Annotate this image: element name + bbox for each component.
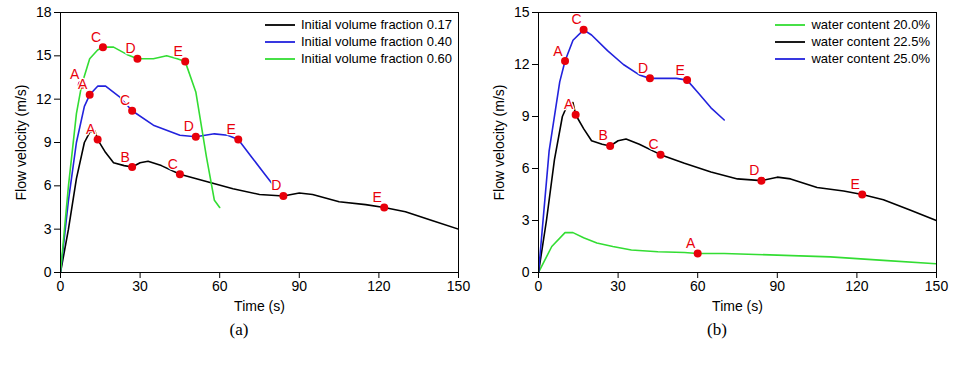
svg-text:15: 15 (36, 47, 52, 63)
svg-text:C: C (648, 136, 658, 152)
svg-text:90: 90 (770, 278, 786, 294)
svg-text:60: 60 (690, 278, 706, 294)
svg-text:E: E (373, 189, 382, 205)
html-text:(b): (b) (707, 320, 727, 339)
svg-text:60: 60 (212, 278, 228, 294)
svg-text:12: 12 (36, 91, 52, 107)
svg-text:9: 9 (522, 108, 530, 124)
svg-text:0: 0 (44, 264, 52, 280)
svg-text:D: D (271, 177, 281, 193)
svg-text:Time (s): Time (s) (234, 298, 285, 314)
svg-text:120: 120 (845, 278, 869, 294)
svg-text:Flow velocity (m/s): Flow velocity (m/s) (13, 85, 29, 201)
svg-text:15: 15 (514, 4, 530, 20)
svg-text:A: A (564, 96, 574, 112)
svg-text:90: 90 (292, 278, 308, 294)
svg-text:D: D (749, 162, 759, 178)
svg-text:E: E (174, 43, 183, 59)
svg-text:E: E (227, 121, 236, 137)
svg-text:0: 0 (57, 278, 65, 294)
svg-text:0: 0 (535, 278, 543, 294)
svg-text:A: A (70, 66, 80, 82)
svg-text:B: B (598, 127, 607, 143)
html-text:water content 20.0%: water content 20.0% (811, 17, 930, 32)
svg-text:C: C (572, 11, 582, 27)
svg-text:12: 12 (514, 56, 530, 72)
svg-text:150: 150 (447, 278, 471, 294)
svg-text:B: B (120, 149, 129, 165)
svg-text:A: A (553, 43, 563, 59)
svg-text:6: 6 (44, 177, 52, 193)
svg-text:C: C (120, 92, 130, 108)
svg-text:3: 3 (44, 221, 52, 237)
svg-text:18: 18 (36, 4, 52, 20)
html-text:water content 25.0%: water content 25.0% (811, 51, 930, 66)
html-text:Initial volume fraction 0.17: Initial volume fraction 0.17 (301, 17, 452, 32)
svg-text:6: 6 (522, 160, 530, 176)
svg-text:A: A (686, 235, 696, 251)
svg-text:3: 3 (522, 212, 530, 228)
svg-text:C: C (91, 29, 101, 45)
svg-text:D: D (125, 40, 135, 56)
svg-text:0: 0 (522, 264, 530, 280)
html-text:Initial volume fraction 0.40: Initial volume fraction 0.40 (301, 34, 452, 49)
svg-text:C: C (168, 156, 178, 172)
svg-text:E: E (851, 176, 860, 192)
svg-text:A: A (86, 121, 96, 137)
svg-text:120: 120 (367, 278, 391, 294)
svg-text:D: D (638, 60, 648, 76)
html-text:(a): (a) (229, 320, 249, 339)
html-text:Initial volume fraction 0.60: Initial volume fraction 0.60 (301, 51, 452, 66)
svg-text:9: 9 (44, 134, 52, 150)
svg-text:Flow velocity (m/s): Flow velocity (m/s) (491, 85, 507, 201)
svg-text:150: 150 (925, 278, 949, 294)
svg-text:30: 30 (610, 278, 626, 294)
svg-text:30: 30 (132, 278, 148, 294)
html-text:water content 22.5%: water content 22.5% (811, 34, 930, 49)
svg-text:Time (s): Time (s) (712, 298, 763, 314)
svg-text:D: D (184, 118, 194, 134)
svg-text:A: A (78, 76, 88, 92)
svg-text:E: E (675, 62, 684, 78)
